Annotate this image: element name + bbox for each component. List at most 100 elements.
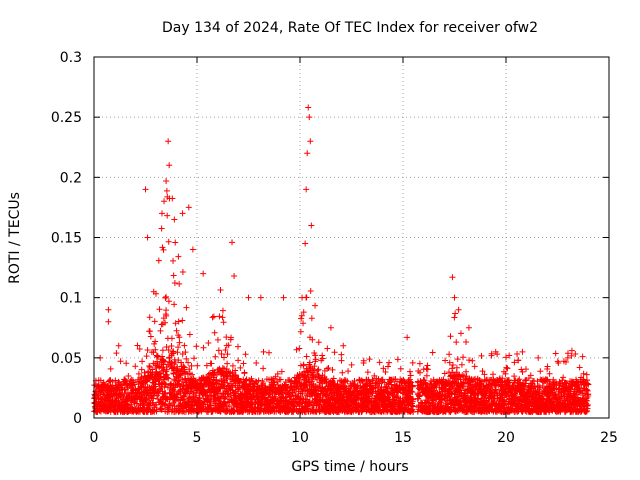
data-point bbox=[225, 391, 232, 398]
data-point bbox=[457, 330, 464, 337]
data-point bbox=[224, 360, 231, 367]
data-point bbox=[109, 378, 116, 385]
data-point bbox=[245, 294, 252, 301]
data-point bbox=[176, 380, 183, 387]
data-point bbox=[454, 356, 461, 363]
data-point bbox=[160, 246, 167, 253]
data-point bbox=[156, 306, 163, 313]
data-point bbox=[162, 294, 169, 301]
y-tick-label: 0.2 bbox=[60, 170, 82, 186]
data-point bbox=[176, 387, 183, 394]
data-point bbox=[203, 362, 210, 369]
data-point bbox=[175, 253, 182, 260]
data-point bbox=[478, 352, 485, 359]
data-point bbox=[552, 350, 559, 357]
data-point bbox=[159, 353, 166, 360]
data-point bbox=[568, 347, 575, 354]
data-point bbox=[298, 312, 305, 319]
data-point bbox=[158, 406, 165, 413]
data-point bbox=[166, 162, 173, 169]
data-point bbox=[179, 210, 186, 217]
data-point bbox=[113, 350, 120, 357]
data-point bbox=[210, 313, 217, 320]
y-axis: 00.050.10.150.20.250.3 bbox=[51, 50, 609, 427]
data-point bbox=[254, 394, 261, 401]
data-point bbox=[453, 339, 460, 346]
data-point bbox=[153, 406, 160, 413]
data-point bbox=[173, 327, 180, 334]
x-tick-label: 10 bbox=[291, 430, 309, 446]
data-point bbox=[152, 338, 159, 345]
data-point bbox=[299, 294, 306, 301]
data-point bbox=[576, 364, 583, 371]
data-point bbox=[260, 380, 267, 387]
data-point bbox=[234, 343, 241, 350]
data-point bbox=[331, 349, 338, 356]
data-point bbox=[219, 314, 226, 321]
data-point bbox=[209, 314, 216, 321]
data-point bbox=[100, 379, 107, 386]
data-point bbox=[157, 327, 164, 334]
data-point bbox=[224, 351, 231, 358]
data-point bbox=[458, 361, 465, 368]
data-point bbox=[260, 348, 267, 355]
data-point bbox=[394, 356, 401, 363]
data-point bbox=[125, 372, 132, 379]
data-point bbox=[220, 354, 227, 361]
data-point bbox=[257, 294, 264, 301]
data-point bbox=[306, 399, 313, 406]
data-point bbox=[155, 257, 162, 264]
y-tick-label: 0 bbox=[73, 411, 82, 427]
data-point bbox=[169, 195, 176, 202]
data-point bbox=[463, 338, 470, 345]
data-point bbox=[307, 288, 314, 295]
y-tick-label: 0.1 bbox=[60, 291, 82, 307]
data-point bbox=[165, 138, 172, 145]
data-point bbox=[186, 366, 193, 373]
data-point bbox=[134, 342, 141, 349]
data-point bbox=[146, 362, 153, 369]
data-point bbox=[229, 362, 236, 369]
data-point bbox=[300, 361, 307, 368]
data-point bbox=[152, 381, 159, 388]
data-point bbox=[519, 348, 526, 355]
data-point bbox=[180, 363, 187, 370]
data-point bbox=[159, 347, 166, 354]
data-point bbox=[226, 385, 233, 392]
data-point bbox=[308, 222, 315, 229]
data-point bbox=[144, 347, 151, 354]
y-tick-label: 0.25 bbox=[51, 110, 82, 126]
data-point bbox=[240, 360, 247, 367]
data-point bbox=[163, 307, 170, 314]
data-point bbox=[170, 272, 177, 279]
data-point bbox=[340, 342, 347, 349]
data-point bbox=[161, 401, 168, 408]
data-point bbox=[139, 358, 146, 365]
data-point bbox=[490, 371, 497, 378]
data-point bbox=[248, 375, 255, 382]
data-point bbox=[237, 364, 244, 371]
data-point bbox=[471, 363, 478, 370]
data-point bbox=[260, 365, 267, 372]
data-point bbox=[165, 375, 172, 382]
data-point bbox=[308, 315, 315, 322]
data-point bbox=[186, 331, 193, 338]
data-point bbox=[560, 374, 567, 381]
y-tick-label: 0.15 bbox=[51, 231, 82, 247]
data-point bbox=[112, 377, 119, 384]
data-point bbox=[172, 359, 179, 366]
data-point bbox=[305, 104, 312, 111]
data-point bbox=[136, 346, 143, 353]
data-point bbox=[188, 362, 195, 369]
data-point bbox=[460, 354, 467, 361]
data-point bbox=[386, 359, 393, 366]
data-point bbox=[175, 318, 182, 325]
data-point bbox=[303, 353, 310, 360]
data-point bbox=[200, 344, 207, 351]
data-point bbox=[300, 309, 307, 316]
data-point bbox=[115, 342, 122, 349]
data-point bbox=[144, 378, 151, 385]
data-point bbox=[146, 328, 153, 335]
data-point bbox=[180, 396, 187, 403]
data-point bbox=[243, 376, 250, 383]
